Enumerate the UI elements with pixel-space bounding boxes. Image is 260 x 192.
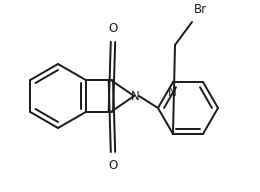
Text: O: O: [108, 22, 118, 35]
Text: O: O: [108, 159, 118, 172]
Text: N: N: [131, 89, 139, 103]
Text: Br: Br: [194, 3, 207, 16]
Text: N: N: [168, 86, 176, 99]
